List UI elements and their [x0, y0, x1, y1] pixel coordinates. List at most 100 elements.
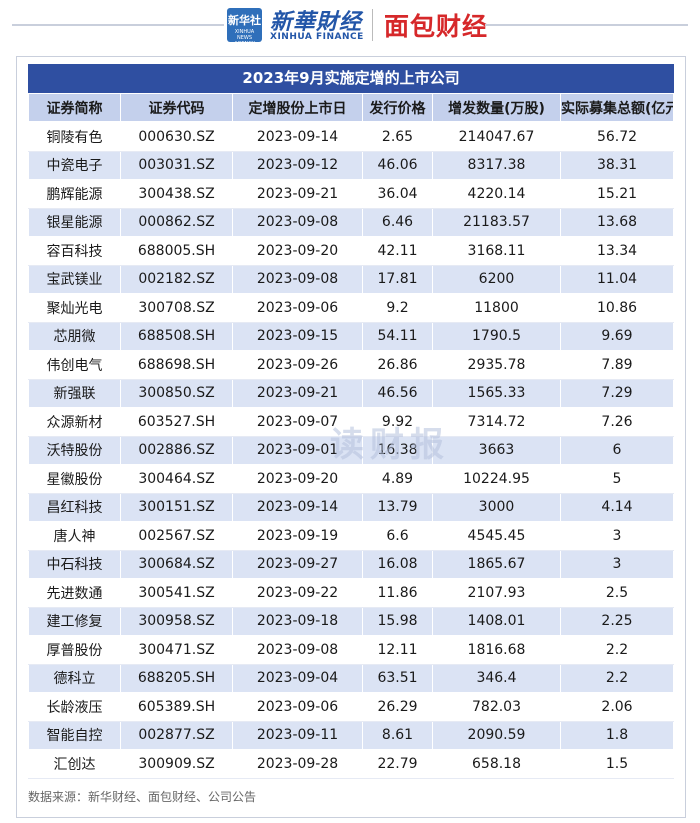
table-cell: 658.18 — [432, 749, 561, 779]
table-cell: 伟创电气 — [28, 350, 121, 380]
table-cell: 2023-09-08 — [232, 265, 363, 294]
table-cell: 2023-09-26 — [232, 350, 363, 380]
table-cell: 2023-09-21 — [232, 179, 363, 209]
table-cell: 众源新材 — [28, 407, 121, 437]
column-header: 增发数量(万股) — [432, 93, 561, 123]
table-row: 长龄液压 605389.SH 2023-09-06 26.29 782.03 2.06 — [28, 692, 674, 722]
table-cell: 300541.SZ — [120, 578, 233, 608]
header-divider-left — [12, 24, 224, 26]
table-row: 伟创电气 688698.SH 2023-09-26 26.86 2935.78 7.89 — [28, 350, 674, 380]
table-cell: 2023-09-20 — [232, 464, 363, 494]
table-cell: 2.2 — [560, 635, 674, 665]
table-cell: 2023-09-12 — [232, 151, 363, 180]
table-cell: 4220.14 — [432, 179, 561, 209]
table-title: 2023年9月实施定增的上市公司 — [28, 64, 674, 93]
column-header: 实际募集总额(亿元) — [560, 93, 674, 123]
table-cell: 昌红科技 — [28, 493, 121, 522]
table-cell: 2090.59 — [432, 721, 561, 750]
table-cell: 002877.SZ — [120, 721, 233, 750]
table-cell: 3 — [560, 550, 674, 579]
xinhua-badge-en: XINHUA NEWS AGENCY — [234, 29, 255, 47]
table-cell: 8.61 — [362, 721, 433, 750]
table-row: 芯朋微 688508.SH 2023-09-15 54.11 1790.5 9.69 — [28, 322, 674, 351]
table-cell: 鹏辉能源 — [28, 179, 121, 209]
mianbao-finance-logo: 面包财经 — [384, 12, 489, 41]
table-cell: 2.65 — [362, 122, 433, 152]
table-cell: 13.34 — [560, 236, 674, 266]
xinhua-badge-cn: 新华社 — [228, 14, 261, 27]
table-cell: 2023-09-22 — [232, 578, 363, 608]
table-cell: 2935.78 — [432, 350, 561, 380]
table-row: 厚普股份 300471.SZ 2023-09-08 12.11 1816.68 2.2 — [28, 635, 674, 665]
column-header: 发行价格 — [362, 93, 433, 123]
table-cell: 300684.SZ — [120, 550, 233, 579]
table-cell: 唐人神 — [28, 521, 121, 551]
xinhua-news-logo: 新华社 XINHUA NEWS AGENCY — [227, 8, 262, 47]
table-cell: 星徽股份 — [28, 464, 121, 494]
table-cell: 1790.5 — [432, 322, 561, 351]
table-cell: 7.89 — [560, 350, 674, 380]
table-cell: 2023-09-14 — [232, 493, 363, 522]
table-cell: 2.06 — [560, 692, 674, 722]
table-cell: 15.21 — [560, 179, 674, 209]
table-cell: 4.89 — [362, 464, 433, 494]
table-cell: 长龄液压 — [28, 692, 121, 722]
table-cell: 建工修复 — [28, 607, 121, 636]
xinhua-finance-en: XINHUA FINANCE — [270, 32, 364, 42]
table-cell: 2.25 — [560, 607, 674, 636]
table-cell: 300850.SZ — [120, 379, 233, 408]
column-header: 证券简称 — [28, 93, 121, 123]
table-cell: 11.04 — [560, 265, 674, 294]
table-cell: 6200 — [432, 265, 561, 294]
table-cell: 2023-09-20 — [232, 236, 363, 266]
table-cell: 7.29 — [560, 379, 674, 408]
table-cell: 300464.SZ — [120, 464, 233, 494]
table-cell: 26.86 — [362, 350, 433, 380]
table-row: 容百科技 688005.SH 2023-09-20 42.11 3168.11 13.34 — [28, 236, 674, 266]
table-cell: 厚普股份 — [28, 635, 121, 665]
placement-table: 2023年9月实施定增的上市公司 证券简称 证券代码 定增股份上市日 发行价格 增发数量… — [28, 64, 674, 779]
table-cell: 300151.SZ — [120, 493, 233, 522]
table-cell: 汇创达 — [28, 749, 121, 779]
table-cell: 12.11 — [362, 635, 433, 665]
table-cell: 688205.SH — [120, 664, 233, 693]
table-cell: 1565.33 — [432, 379, 561, 408]
table-cell: 2.5 — [560, 578, 674, 608]
table-row: 众源新材 603527.SH 2023-09-07 9.92 7314.72 7.26 — [28, 407, 674, 437]
table-cell: 2023-09-08 — [232, 208, 363, 237]
table-cell: 2107.93 — [432, 578, 561, 608]
table-cell: 16.08 — [362, 550, 433, 579]
table-cell: 1865.67 — [432, 550, 561, 579]
table-cell: 300471.SZ — [120, 635, 233, 665]
table-row: 中瓷电子 003031.SZ 2023-09-12 46.06 8317.38 38.31 — [28, 151, 674, 180]
table-cell: 4545.45 — [432, 521, 561, 551]
table-cell: 2023-09-01 — [232, 436, 363, 465]
table-cell: 6.6 — [362, 521, 433, 551]
table-row: 铜陵有色 000630.SZ 2023-09-14 2.65 214047.67 56.7… — [28, 122, 674, 152]
table-cell: 3000 — [432, 493, 561, 522]
table-cell: 603527.SH — [120, 407, 233, 437]
table-cell: 605389.SH — [120, 692, 233, 722]
table-cell: 300958.SZ — [120, 607, 233, 636]
table-cell: 002182.SZ — [120, 265, 233, 294]
header: 新华社 XINHUA NEWS AGENCY 新華財经 XINHUA FINAN… — [0, 0, 700, 50]
table-cell: 688508.SH — [120, 322, 233, 351]
table-cell: 2.2 — [560, 664, 674, 693]
table-row: 聚灿光电 300708.SZ 2023-09-06 9.2 11800 10.86 — [28, 293, 674, 323]
table-cell: 688698.SH — [120, 350, 233, 380]
table-cell: 21183.57 — [432, 208, 561, 237]
table-cell: 5 — [560, 464, 674, 494]
table-cell: 10.86 — [560, 293, 674, 323]
table-cell: 1408.01 — [432, 607, 561, 636]
table-cell: 3 — [560, 521, 674, 551]
table-cell: 银星能源 — [28, 208, 121, 237]
table-cell: 2023-09-28 — [232, 749, 363, 779]
table-cell: 2023-09-19 — [232, 521, 363, 551]
logo-separator — [372, 9, 373, 41]
table-cell: 36.04 — [362, 179, 433, 209]
table-row: 鹏辉能源 300438.SZ 2023-09-21 36.04 4220.14 15.21 — [28, 179, 674, 209]
table-cell: 沃特股份 — [28, 436, 121, 465]
column-header: 定增股份上市日 — [232, 93, 363, 123]
table-cell: 300438.SZ — [120, 179, 233, 209]
table-cell: 42.11 — [362, 236, 433, 266]
